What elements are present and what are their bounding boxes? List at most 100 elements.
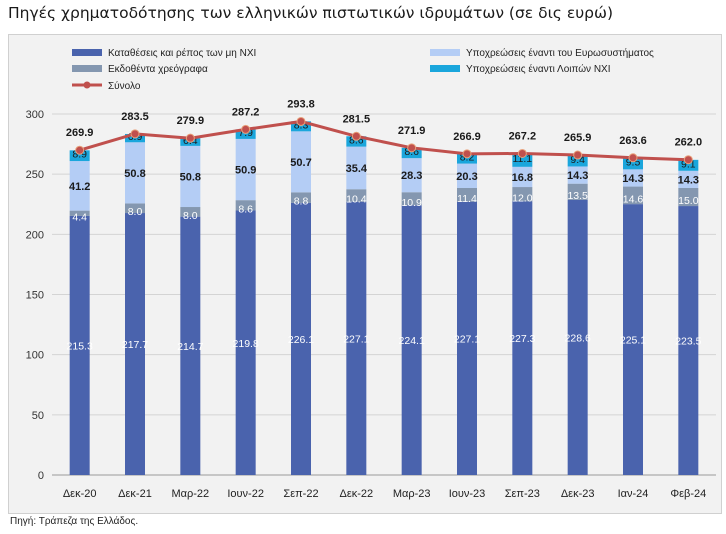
bar-segment xyxy=(678,170,699,189)
total-point xyxy=(185,133,195,143)
total-line: 269.9 283.5 279.9 287.2 293.8 281.5 271.9 266.9… xyxy=(66,98,703,165)
legend-label: Υποχρεώσεις έναντι του Ευρωσυστήματος xyxy=(466,47,654,59)
bar-segment xyxy=(401,158,422,193)
y-tick-label: 300 xyxy=(26,109,44,121)
bar-segment xyxy=(291,192,311,203)
bar-data-label: 13.5 xyxy=(567,190,588,202)
bar-data-label: 223.5 xyxy=(675,336,701,348)
bar-segment xyxy=(235,210,256,476)
bar-data-label: 41.2 xyxy=(69,181,90,193)
y-tick-label: 50 xyxy=(32,410,44,422)
bar-segment xyxy=(346,201,367,475)
bar-segment xyxy=(678,206,699,475)
total-data-label: 287.2 xyxy=(232,106,260,118)
x-tick-label: Δεκ-20 xyxy=(63,488,97,500)
total-data-label: 271.9 xyxy=(398,125,426,137)
total-point xyxy=(351,131,361,141)
bar-data-label: 219.8 xyxy=(233,338,259,350)
bar-data-label: 14.3 xyxy=(678,174,699,186)
bar-data-label: 20.3 xyxy=(456,171,477,183)
bar-data-label: 10.4 xyxy=(346,193,367,205)
legend-label: Σύνολο xyxy=(108,80,141,92)
x-tick-label: Ιαν-24 xyxy=(618,488,649,500)
total-data-label: 262.0 xyxy=(675,137,703,149)
bar-data-label: 16.8 xyxy=(512,172,533,184)
x-tick-label: Σεπ-23 xyxy=(505,488,540,500)
y-tick-label: 250 xyxy=(26,169,44,181)
total-data-label: 293.8 xyxy=(287,98,315,110)
y-tick-label: 100 xyxy=(26,350,44,362)
legend: Καταθέσεις και ρέπος των μη ΝΧΙ Υποχρεώσε… xyxy=(72,47,654,92)
y-tick-label: 150 xyxy=(26,290,44,302)
x-tick-label: Ιουν-23 xyxy=(449,488,486,500)
bar-segment xyxy=(180,145,201,208)
bar-segment xyxy=(291,121,311,132)
bar-segment xyxy=(235,129,256,139)
bar-data-label: 8.8 xyxy=(294,196,309,208)
total-point xyxy=(130,129,140,139)
bar-data-label: 224.1 xyxy=(399,335,425,347)
total-data-label: 269.9 xyxy=(66,127,94,139)
bar-segment xyxy=(401,192,422,206)
gridlines xyxy=(52,113,716,476)
bar-data-label: 14.6 xyxy=(623,193,644,205)
total-point xyxy=(573,150,583,160)
bar-segment xyxy=(623,204,643,475)
x-tick-label: Δεκ-23 xyxy=(561,488,595,500)
bar-segment xyxy=(567,155,588,167)
bars: 215.34.441.28.9217.78.050.86.9214.78.050… xyxy=(67,119,702,476)
x-tick-label: Δεκ-21 xyxy=(118,488,152,500)
bar-segment xyxy=(457,188,477,202)
bar-segment xyxy=(457,153,477,164)
bar-segment xyxy=(623,186,643,205)
bar-data-label: 10.9 xyxy=(401,197,422,209)
bar-data-label: 225.1 xyxy=(620,335,646,347)
bar-segment xyxy=(567,183,588,200)
bar-segment xyxy=(346,136,367,147)
bar-data-label: 11.1 xyxy=(512,153,532,165)
total-data-label: 263.6 xyxy=(619,135,647,147)
bar-segment xyxy=(512,153,533,167)
bar-segment xyxy=(235,138,256,201)
y-tick-label: 200 xyxy=(26,229,44,241)
bar-segment xyxy=(125,203,145,214)
total-point xyxy=(296,116,306,126)
bar-data-label: 227.1 xyxy=(454,333,480,345)
x-tick-label: Μαρ-23 xyxy=(393,488,431,500)
legend-swatch xyxy=(72,65,102,72)
bar-data-label: 12.0 xyxy=(512,192,533,204)
bar-segment xyxy=(291,202,311,475)
bar-segment xyxy=(69,150,90,162)
legend-label: Εκδοθέντα χρεόγραφα xyxy=(108,63,208,75)
total-data-label: 283.5 xyxy=(121,111,149,123)
chart-title: Πηγές χρηματοδότησης των ελληνικών πιστω… xyxy=(8,4,614,22)
bar-segment xyxy=(69,215,90,475)
bar-data-label: 227.1 xyxy=(343,333,369,345)
bar-segment xyxy=(678,159,699,171)
bar-segment xyxy=(512,201,533,475)
bar-segment xyxy=(401,205,422,475)
bar-data-label: 14.3 xyxy=(567,170,588,182)
total-point xyxy=(462,149,472,159)
x-axis: Δεκ-20 Δεκ-21 Μαρ-22 Ιουν-22 Σεπ-22 Δεκ-22 Μαρ… xyxy=(63,488,706,500)
bar-data-label: 50.9 xyxy=(235,165,256,177)
x-tick-label: Μαρ-22 xyxy=(171,488,209,500)
bar-segment xyxy=(512,187,533,202)
bar-segment xyxy=(291,131,311,193)
bar-data-label: 227.3 xyxy=(509,333,535,345)
bar-data-label: 11.4 xyxy=(457,193,477,205)
legend-swatch xyxy=(430,65,460,72)
bar-segment xyxy=(346,189,367,202)
total-data-label: 265.9 xyxy=(564,132,592,144)
bar-segment xyxy=(346,146,367,190)
x-tick-label: Δεκ-22 xyxy=(340,488,374,500)
bar-data-label: 15.0 xyxy=(678,195,699,207)
bar-segment xyxy=(678,188,699,207)
bar-segment xyxy=(623,157,643,170)
total-data-label: 281.5 xyxy=(343,113,371,125)
legend-label: Υποχρεώσεις έναντι Λοιπών ΝΧΙ xyxy=(466,63,611,75)
bar-segment xyxy=(457,201,477,475)
bar-segment xyxy=(567,199,588,475)
total-point xyxy=(75,145,85,155)
